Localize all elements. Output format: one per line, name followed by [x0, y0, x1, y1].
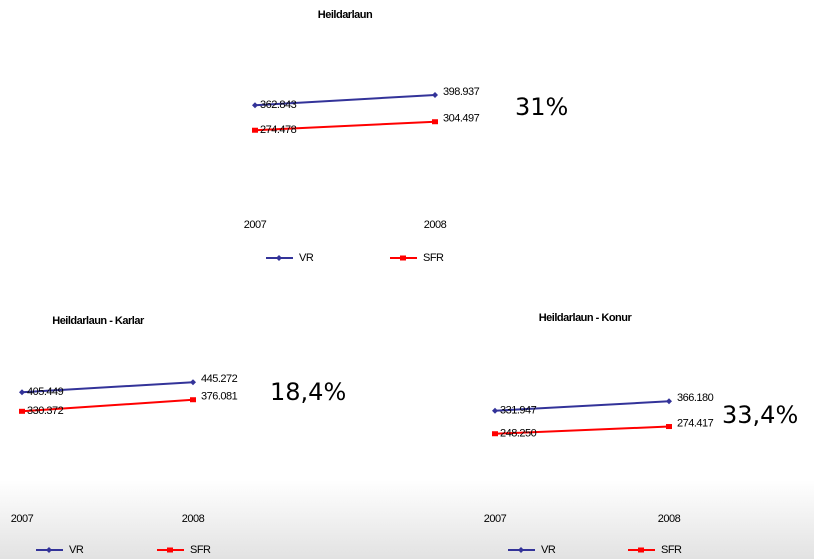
data-point	[252, 127, 258, 133]
series-line	[21, 398, 194, 413]
legend-marker	[276, 255, 282, 261]
data-label: 304.497	[443, 113, 480, 125]
data-label: 445.272	[201, 373, 238, 385]
x-tick-label: 2008	[424, 219, 447, 231]
chart-title: Heildarlaun - Konur	[539, 312, 633, 324]
annotation: 18,4%	[270, 378, 346, 406]
chart-title: Heildarlaun	[318, 9, 373, 21]
legend-label: SFR	[423, 252, 444, 264]
data-label: 376.081	[201, 391, 238, 403]
series-line	[254, 120, 436, 132]
data-label: 405.449	[27, 386, 64, 398]
x-tick-label: 2007	[11, 513, 34, 525]
series-line	[21, 381, 194, 394]
data-point	[190, 379, 196, 386]
series-line	[254, 93, 436, 107]
data-point	[252, 102, 258, 109]
legend-marker	[400, 255, 406, 261]
data-label: 274.417	[677, 417, 714, 429]
data-point	[432, 91, 438, 98]
data-point	[492, 407, 498, 414]
annotation: 33,4%	[722, 401, 798, 429]
data-label: 398.937	[443, 86, 480, 98]
legend-label: VR	[541, 544, 556, 556]
legend-marker	[46, 547, 52, 553]
data-point	[19, 389, 25, 396]
data-point	[19, 408, 25, 414]
series-line	[494, 425, 670, 435]
data-point	[666, 398, 672, 405]
data-label: 330.372	[27, 405, 64, 417]
data-label: 331.947	[500, 405, 537, 417]
x-tick-label: 2007	[484, 513, 507, 525]
data-label: 274.478	[260, 124, 297, 136]
x-tick-label: 2008	[182, 513, 205, 525]
legend-label: VR	[299, 252, 314, 264]
data-point	[190, 397, 196, 403]
data-label: 362.843	[260, 99, 297, 111]
series-line	[494, 400, 670, 412]
x-tick-label: 2007	[244, 219, 267, 231]
legend-marker	[518, 547, 524, 553]
x-tick-label: 2008	[658, 513, 681, 525]
legend-label: SFR	[661, 544, 682, 556]
data-label: 366.180	[677, 392, 714, 404]
data-point	[492, 431, 498, 437]
legend-label: SFR	[190, 544, 211, 556]
data-point	[666, 424, 672, 430]
legend-label: VR	[69, 544, 84, 556]
data-point	[432, 119, 438, 125]
background	[0, 480, 814, 559]
legend-marker	[167, 547, 173, 553]
data-label: 248.250	[500, 428, 537, 440]
legend-marker	[638, 547, 644, 553]
chart-title: Heildarlaun - Karlar	[52, 315, 145, 327]
annotation: 31%	[515, 93, 568, 121]
